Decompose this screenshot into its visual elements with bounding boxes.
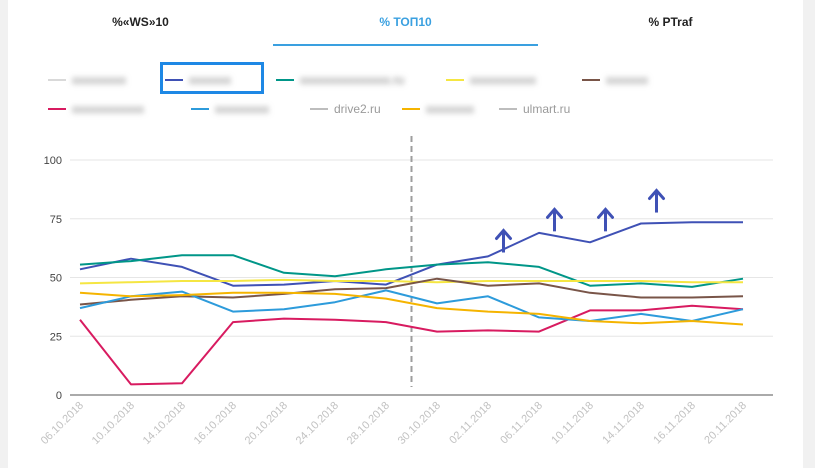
up-arrow-icon [648, 188, 665, 213]
active-tab-indicator [273, 44, 538, 46]
tab-bar: %«WS»10 % ТОП10 % PTraf [8, 0, 803, 46]
series-line [79, 254, 744, 288]
legend-highlight-box [160, 62, 264, 94]
legend-label: xxxxxxx [189, 73, 231, 87]
legend-line-swatch [402, 108, 420, 110]
x-tick-label: 14.11.2018 [600, 400, 647, 447]
x-tick-label: 14.10.2018 [141, 400, 188, 447]
series-line [79, 304, 744, 386]
legend-label: xxxxxxxxx [215, 102, 269, 116]
up-arrow-icon [546, 207, 563, 232]
tab-ws10-label: %«WS»10 [112, 15, 169, 29]
legend-label: xxxxxxxxx [72, 73, 126, 87]
legend-label: ulmart.ru [523, 102, 571, 116]
y-tick-label: 50 [50, 273, 62, 285]
y-tick-label: 25 [50, 331, 62, 343]
legend-line-swatch [499, 108, 517, 110]
legend-label: xxxxxxxx [426, 102, 474, 116]
y-tick-label: 100 [44, 155, 62, 167]
legend-label: xxxxxxxxxxxxxxx.ru [300, 73, 405, 87]
tab-top10-label: % ТОП10 [379, 15, 432, 29]
legend-line-swatch [191, 108, 209, 110]
x-tick-label: 30.10.2018 [396, 400, 443, 447]
tab-ws10[interactable]: %«WS»10 [8, 0, 273, 46]
x-tick-label: 06.10.2018 [39, 400, 86, 447]
series-line [79, 278, 743, 285]
series-line [79, 221, 743, 287]
legend-line-swatch [582, 79, 600, 81]
tab-ptraf[interactable]: % PTraf [538, 0, 803, 46]
series-line [79, 277, 744, 306]
x-tick-label: 02.11.2018 [447, 400, 494, 447]
y-tick-label: 75 [50, 214, 62, 226]
legend-label: xxxxxxxxxxx [470, 73, 536, 87]
line-chart: 0 25 50 75 100 06.10.2018 10.10.2018 14.10.2018… [39, 136, 773, 447]
legend-line-swatch [446, 79, 464, 81]
chart-card: %«WS»10 % ТОП10 % PTraf 0 25 50 75 100 06.10.… [8, 0, 803, 468]
x-tick-label: 06.11.2018 [498, 400, 545, 447]
legend-line-swatch [276, 79, 294, 81]
x-tick-label: 20.11.2018 [702, 400, 749, 447]
x-tick-label: 10.10.2018 [90, 400, 137, 447]
legend-label: xxxxxxx [606, 73, 648, 87]
legend-line-swatch [48, 108, 66, 110]
tab-ptraf-label: % PTraf [648, 15, 693, 29]
y-tick-label: 0 [56, 390, 62, 402]
up-arrow-icon [495, 228, 512, 253]
x-tick-label: 24.10.2018 [294, 400, 341, 447]
x-tick-label: 28.10.2018 [345, 400, 392, 447]
legend-line-swatch [165, 79, 183, 81]
up-arrow-icon [597, 207, 614, 232]
x-tick-label: 16.10.2018 [192, 400, 239, 447]
x-tick-label: 16.11.2018 [651, 400, 698, 447]
legend-line-swatch [310, 108, 328, 110]
tab-top10[interactable]: % ТОП10 [273, 0, 538, 46]
legend-label: xxxxxxxxxxxx [72, 102, 144, 116]
legend-label: drive2.ru [334, 102, 381, 116]
series-line [79, 291, 744, 326]
x-tick-label: 10.11.2018 [549, 400, 596, 447]
x-tick-label: 20.10.2018 [243, 400, 290, 447]
legend-line-swatch [48, 79, 66, 81]
